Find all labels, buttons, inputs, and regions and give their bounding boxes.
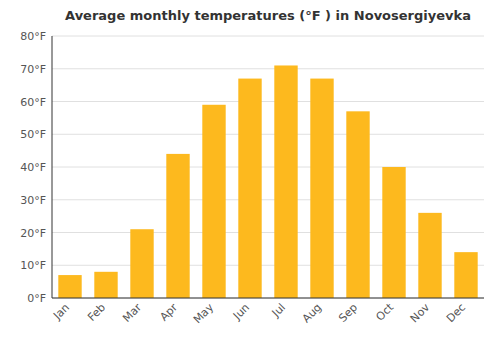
bar — [238, 79, 261, 298]
bar — [274, 65, 297, 298]
page: {"chart_data": {"type": "bar", "title": … — [0, 0, 500, 350]
y-axis: 0°F 10°F 20°F 30°F 40°F 50°F 60°F 70°F 80°F — [20, 30, 46, 305]
x-tick-label: Jul — [269, 301, 288, 320]
grid — [52, 36, 484, 298]
grid-line — [52, 36, 484, 37]
x-tick-label: Aug — [300, 301, 324, 325]
x-tick-label: Jan — [50, 301, 72, 323]
grid-line — [52, 167, 484, 168]
bar — [202, 105, 225, 298]
bars — [58, 65, 477, 298]
title: Average monthly temperatures (°F ) in No… — [65, 8, 471, 23]
chart: Average monthly temperatures (°F ) in No… — [0, 0, 500, 350]
y-tick-label: 0°F — [27, 292, 46, 305]
grid-line — [52, 134, 484, 135]
x-tick-label: Feb — [85, 301, 108, 324]
y-tick-label: 70°F — [20, 63, 46, 76]
x-axis: Jan Feb Mar Apr May Jun Jul Aug Sep Oct Nov Dec — [50, 300, 468, 326]
y-tick-label: 80°F — [20, 30, 46, 43]
bar — [130, 229, 153, 298]
bar — [454, 252, 477, 298]
y-tick-label: 50°F — [20, 128, 46, 141]
x-tick-label: Sep — [336, 301, 360, 325]
bar — [166, 154, 189, 298]
bar — [346, 111, 369, 298]
grid-line — [52, 68, 484, 69]
x-axis-line — [52, 298, 484, 299]
grid-line — [52, 298, 484, 299]
x-tick-label: May — [191, 301, 217, 327]
bar — [58, 275, 81, 298]
y-tick-label: 10°F — [20, 259, 46, 272]
x-tick-label: Mar — [120, 301, 144, 325]
y-tick-label: 20°F — [20, 227, 46, 240]
bar — [94, 272, 117, 298]
x-tick-label: Jun — [230, 301, 252, 323]
y-tick-label: 30°F — [20, 194, 46, 207]
x-tick-label: Oct — [373, 300, 396, 323]
x-tick-label: Apr — [157, 301, 180, 324]
grid-line — [52, 101, 484, 102]
y-tick-label: 60°F — [20, 96, 46, 109]
x-tick-label: Dec — [444, 301, 468, 325]
grid-line — [52, 199, 484, 200]
x-tick-label: Nov — [408, 301, 433, 326]
y-axis-line — [52, 36, 53, 298]
bar — [382, 167, 405, 298]
bar — [310, 79, 333, 298]
bar — [418, 213, 441, 298]
y-tick-label: 40°F — [20, 161, 46, 174]
